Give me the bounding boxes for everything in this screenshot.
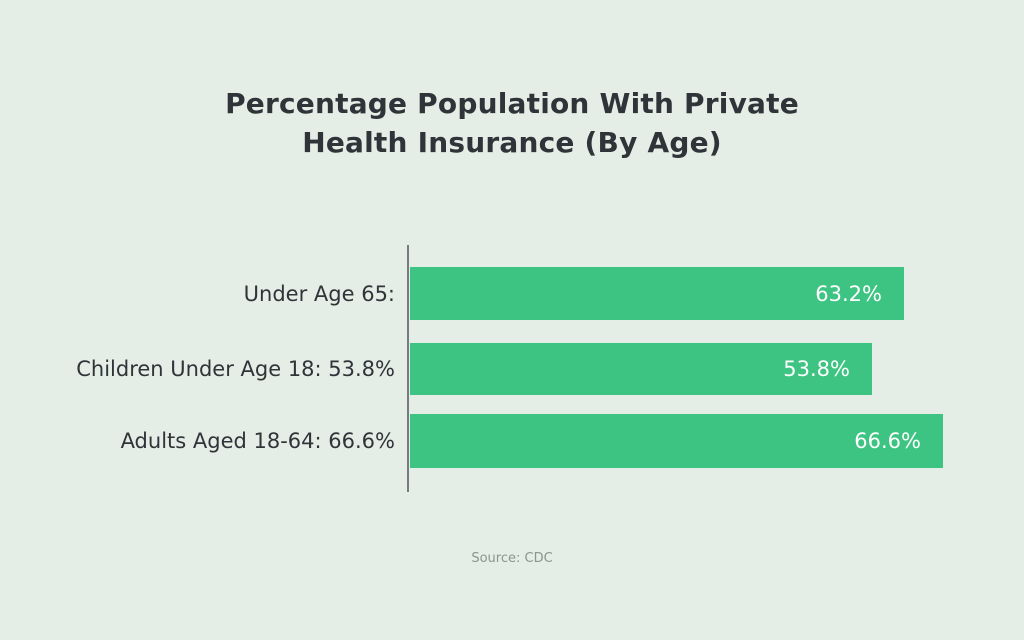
- value-label: 63.2%: [815, 281, 882, 306]
- source-caption: Source: CDC: [471, 551, 553, 566]
- chart-title-line1: Percentage Population With Private: [225, 87, 799, 120]
- category-label: Children Under Age 18: 53.8%: [76, 357, 395, 381]
- value-label: 66.6%: [854, 429, 921, 453]
- bar-row-adults-18-64: Adults Aged 18-64: 66.6% 66.6%: [0, 414, 1024, 468]
- bar: 66.6%: [410, 414, 943, 468]
- chart-title-line2: Health Insurance (By Age): [302, 126, 722, 159]
- category-label: Under Age 65:: [243, 281, 395, 306]
- chart-title: Percentage Population With Private Healt…: [0, 84, 1024, 162]
- bar-row-children-under-18: Children Under Age 18: 53.8% 53.8%: [0, 343, 1024, 395]
- category-label: Adults Aged 18-64: 66.6%: [120, 429, 395, 453]
- axis-baseline: [407, 245, 409, 492]
- bar-row-under-65: Under Age 65: 63.2%: [0, 267, 1024, 320]
- bar: 63.2%: [410, 267, 904, 320]
- value-label: 53.8%: [783, 357, 850, 381]
- bar: 53.8%: [410, 343, 872, 395]
